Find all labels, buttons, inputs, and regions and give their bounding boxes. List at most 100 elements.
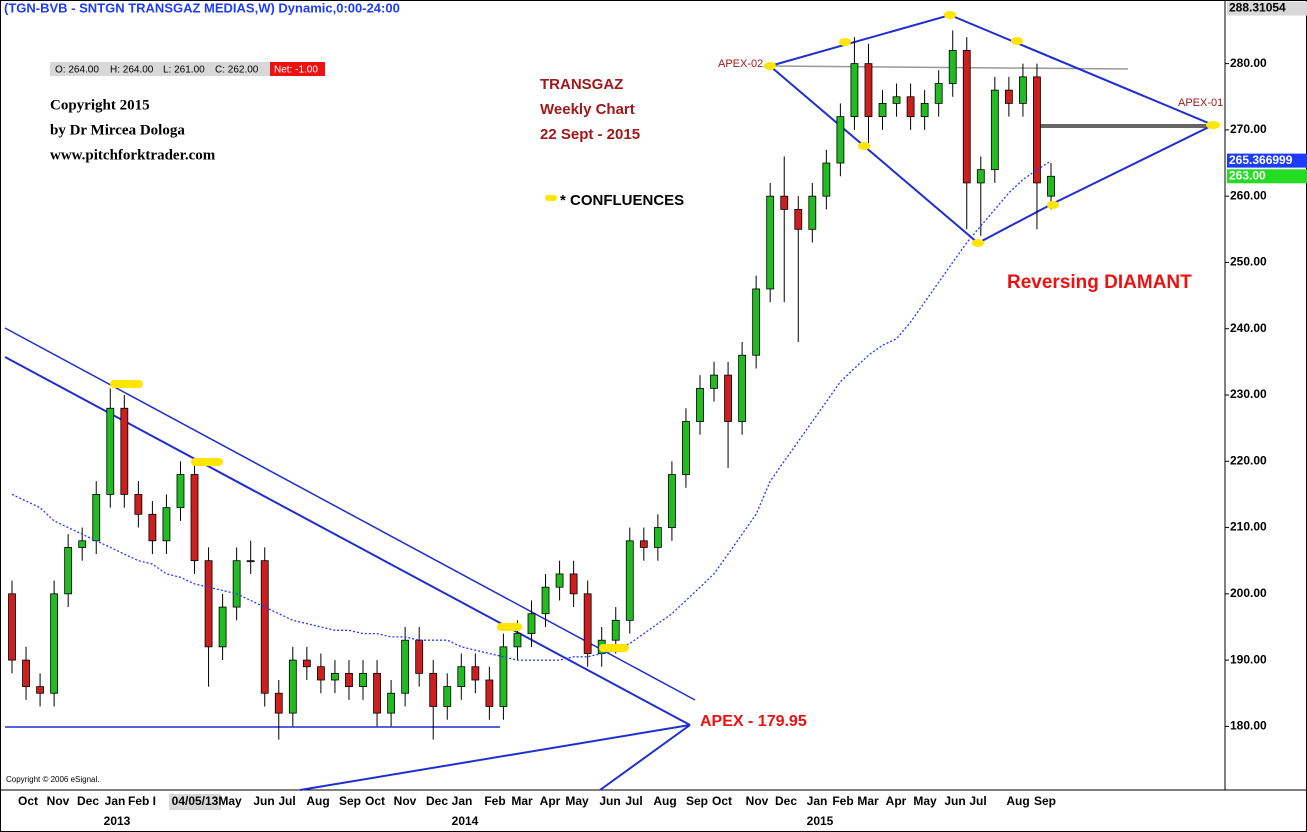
candle-body (8, 593, 16, 661)
year-label: 2015 (807, 814, 834, 828)
candle-body (232, 560, 241, 608)
annotation: Reversing DIAMANT (1007, 272, 1192, 293)
candle-body (1004, 89, 1013, 104)
x-tick-label: Feb I (128, 794, 156, 808)
candle-body (457, 666, 466, 688)
candle-body (780, 195, 789, 210)
candle-body (808, 195, 817, 230)
year-label: 2014 (452, 814, 479, 828)
copyright: Copyright 2015 (50, 97, 150, 113)
candle-body (204, 560, 213, 648)
quote-open: O: 264.00 (55, 65, 99, 76)
candle-body (331, 672, 339, 681)
candle-body (485, 679, 494, 707)
candle-body (836, 116, 845, 164)
candle-body (274, 692, 283, 714)
candle-body (162, 507, 171, 542)
confluence-marker (110, 380, 143, 388)
diamond (769, 13, 1216, 245)
candle-body (429, 672, 438, 707)
year-label: 2013 (104, 814, 131, 828)
x-tick-label: Aug (306, 794, 329, 808)
candle-body (316, 666, 325, 681)
candle-body (710, 374, 718, 389)
copyright: by Dr Mircea Dologa (50, 122, 185, 138)
candle-body (653, 527, 662, 548)
y-tick-label: 200.00 (1230, 586, 1267, 600)
candle-body (176, 474, 185, 509)
candle-body (892, 96, 901, 104)
footer: Copyright © 2006 eSignal. (6, 775, 100, 784)
confluence-marker (944, 11, 956, 19)
x-tick-label: Sep (686, 794, 708, 808)
candle-body (359, 672, 367, 688)
net-box (270, 62, 325, 76)
price-mark-label: 263.00 (1229, 168, 1266, 182)
candle-body (752, 288, 761, 356)
candle-body (401, 639, 410, 694)
confluence-marker (858, 142, 870, 150)
x-tick-label: Nov (746, 794, 769, 808)
trend-line (4, 327, 696, 701)
candle-body (724, 374, 732, 422)
annotation: APEX - 179.95 (700, 713, 807, 730)
confluence-marker (764, 62, 776, 70)
x-tick-label: Sep (339, 794, 361, 808)
candle-body (541, 586, 550, 615)
x-tick-label: Aug (1006, 794, 1029, 808)
candle-body (513, 633, 522, 648)
confluence-marker (1011, 37, 1023, 45)
x-tick-label: Oct (712, 794, 732, 808)
candle-body (1047, 175, 1055, 197)
x-tick-label: May (565, 794, 589, 808)
candle-body (120, 407, 129, 495)
candle-body (387, 692, 395, 714)
x-tick-label: Jul (625, 794, 642, 808)
y-tick-label: 210.00 (1230, 520, 1267, 534)
x-label-highlight (169, 794, 221, 810)
candle-body (499, 646, 508, 707)
caption: 22 Sept - 2015 (540, 126, 640, 143)
candle-body (1019, 76, 1027, 104)
price-mark (1227, 1, 1307, 16)
x-tick-label: May (218, 794, 242, 808)
price-mark-label: 288.31054 (1229, 1, 1286, 15)
trend-line (599, 724, 691, 791)
trend-line (4, 356, 691, 726)
x-tick-label: Mar (857, 794, 879, 808)
legend: * CONFLUENCES (560, 192, 684, 209)
candle-body (569, 573, 578, 595)
confluence-marker (191, 458, 223, 466)
y-tick-label: 240.00 (1230, 321, 1267, 335)
candle-body (443, 686, 452, 707)
copyright: www.pitchforktrader.com (50, 147, 216, 163)
quote-close: C: 262.00 (215, 65, 259, 76)
annotation: APEX-01 (1178, 97, 1223, 109)
candle-body (625, 540, 634, 621)
candle-body (948, 49, 957, 84)
candle-body (555, 573, 564, 588)
candle-body (78, 540, 87, 548)
y-tick-label: 250.00 (1230, 255, 1267, 269)
candle-body (134, 494, 143, 515)
confluence-marker (599, 644, 629, 652)
candle-body (471, 666, 480, 681)
candle-body (345, 672, 353, 688)
caption: TRANSGAZ (540, 76, 623, 93)
x-tick-label: Jul (969, 794, 986, 808)
candle-body (373, 672, 381, 714)
candle-body (639, 540, 648, 548)
confluence-marker (972, 239, 984, 247)
candle-body (611, 619, 620, 641)
x-tick-label: Sep (1034, 794, 1056, 808)
x-tick-label: Dec (426, 794, 448, 808)
x-tick-label: Oct (18, 794, 38, 808)
x-tick-label: Oct (365, 794, 385, 808)
candle-body (527, 613, 536, 634)
candle-body (190, 474, 199, 562)
candle-body (668, 474, 676, 528)
y-tick-label: 180.00 (1230, 719, 1267, 733)
candle-body (906, 96, 915, 118)
candle-body (682, 421, 690, 475)
